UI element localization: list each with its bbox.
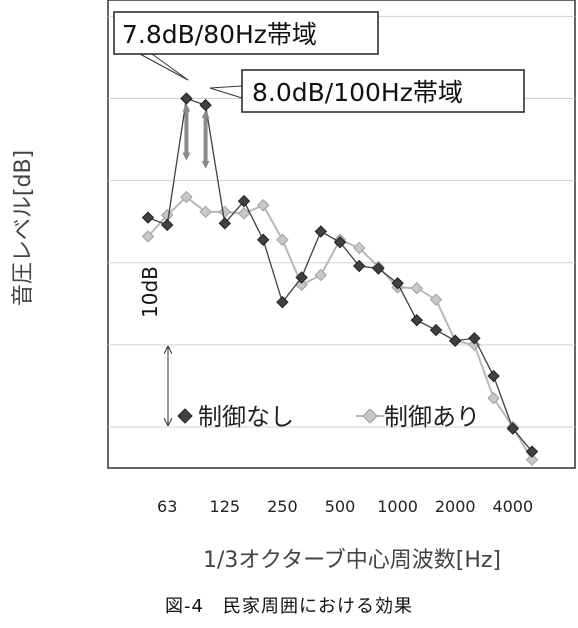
legend-marker-no-control xyxy=(177,408,193,424)
data-point-no-control xyxy=(314,225,328,238)
data-point-no-control xyxy=(295,271,308,284)
x-tick-label: 1000 xyxy=(377,497,418,516)
callout-1-leader-b xyxy=(151,53,189,81)
data-point-no-control xyxy=(218,217,232,230)
data-point-with-control xyxy=(256,199,270,212)
x-tick-label: 125 xyxy=(210,497,241,516)
legend-label-no-control: 制御なし xyxy=(198,403,294,431)
x-tick-label: 63 xyxy=(157,497,177,516)
scale-bar-label: 10dB xyxy=(138,266,162,318)
data-point-no-control xyxy=(256,233,270,246)
data-point-with-control xyxy=(141,230,155,243)
x-tick-label: 250 xyxy=(267,497,298,516)
callout-2: 8.0dB/100Hz帯域 xyxy=(209,69,525,113)
data-point-no-control xyxy=(276,295,289,309)
data-point-no-control xyxy=(160,218,174,232)
data-point-with-control xyxy=(199,205,212,219)
x-tick-label: 500 xyxy=(325,497,356,516)
data-point-with-control xyxy=(525,453,539,466)
data-point-with-control xyxy=(468,338,481,352)
data-point-no-control xyxy=(333,236,347,249)
data-point-with-control xyxy=(180,190,193,204)
x-axis-title: 1/3オクターブ中心周波数[Hz] xyxy=(203,548,501,573)
data-point-with-control xyxy=(410,281,424,295)
series-group xyxy=(141,92,539,466)
data-point-no-control xyxy=(487,369,500,383)
callout-1-box xyxy=(113,11,379,55)
data-point-no-control xyxy=(352,259,366,273)
callout-2-leader-a xyxy=(209,85,243,89)
data-point-with-control xyxy=(352,241,366,255)
data-point-with-control xyxy=(429,293,443,306)
data-point-no-control xyxy=(391,277,404,290)
legend: 制御なし 制御あり xyxy=(177,403,480,431)
callout-2-text: 8.0dB/100Hz帯域 xyxy=(252,78,463,107)
callout-1-text: 7.8dB/80Hz帯域 xyxy=(122,20,317,49)
x-tick-labels: 63 125 250 500 1000 2000 4000 xyxy=(157,497,533,516)
callout-1: 7.8dB/80Hz帯域 xyxy=(113,11,379,81)
callout-1-leader-a xyxy=(139,53,189,81)
scale-bar-10db: 10dB xyxy=(138,266,168,425)
data-point-with-control xyxy=(276,233,289,246)
x-tick-label: 2000 xyxy=(435,497,476,516)
callout-2-leader-b xyxy=(209,87,243,99)
data-point-with-control xyxy=(314,268,328,282)
legend-label-with-control: 制御あり xyxy=(384,403,480,431)
callout-2-box xyxy=(241,69,525,113)
data-point-no-control xyxy=(237,194,251,208)
y-axis-title: 音圧レベル[dB] xyxy=(11,150,36,306)
x-tick-label: 4000 xyxy=(492,497,533,516)
data-point-no-control xyxy=(468,332,481,345)
data-point-with-control xyxy=(237,207,251,220)
data-point-no-control xyxy=(525,445,539,458)
annotation-arrows xyxy=(182,103,210,169)
data-point-no-control xyxy=(372,262,385,275)
data-point-no-control xyxy=(506,422,520,435)
data-point-no-control xyxy=(410,314,424,327)
figure-caption: 図-4 民家周囲における効果 xyxy=(165,596,413,617)
data-point-no-control xyxy=(141,211,155,224)
data-point-no-control xyxy=(429,323,443,337)
legend-marker-with-control xyxy=(362,408,378,424)
data-point-with-control xyxy=(487,392,500,405)
data-point-no-control xyxy=(448,334,462,347)
